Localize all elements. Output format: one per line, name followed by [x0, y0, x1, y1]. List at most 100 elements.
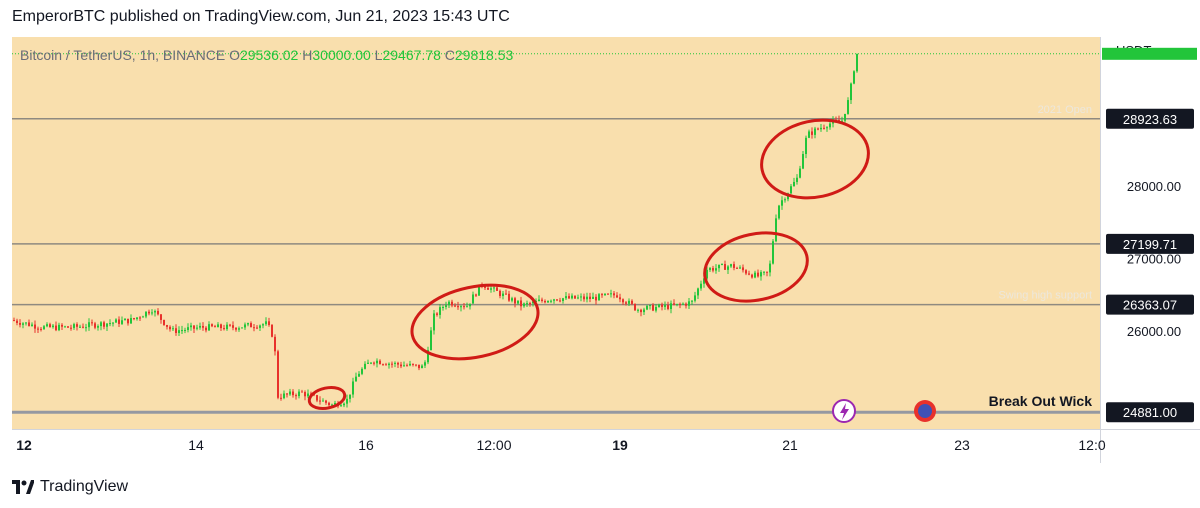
candle-body — [340, 405, 342, 407]
candle-body — [409, 363, 411, 366]
chart-frame: 2021 Open Swing high support Break Out Wic… — [12, 37, 1200, 463]
candle-body — [286, 393, 288, 395]
candle-body — [715, 268, 717, 271]
candle-body — [748, 273, 750, 275]
candle-body — [586, 296, 588, 300]
candle-body — [751, 274, 753, 278]
candle-body — [58, 324, 60, 331]
candle-body — [244, 324, 246, 328]
candle-body — [784, 199, 786, 201]
candle-body — [514, 298, 516, 304]
candle-body — [403, 365, 405, 367]
candle-body — [631, 300, 633, 304]
candle-body — [607, 293, 609, 295]
candle-body — [148, 311, 150, 314]
footer: TradingView — [12, 476, 128, 498]
tradingview-logo-icon[interactable] — [12, 480, 34, 494]
candle-body — [70, 327, 72, 329]
candle-body — [319, 400, 321, 402]
candle-body — [475, 294, 477, 296]
candle-body — [802, 154, 804, 169]
candle-body — [370, 362, 372, 364]
candle-body — [505, 293, 507, 295]
candle-body — [718, 264, 720, 269]
candle-body — [358, 373, 360, 377]
candle-body — [547, 300, 549, 303]
candle-body — [73, 324, 75, 328]
candle-body — [694, 295, 696, 301]
candle-body — [628, 300, 630, 304]
candle-body — [574, 295, 576, 299]
candle-body — [613, 293, 615, 296]
candle-body — [142, 316, 144, 318]
candle-body — [199, 325, 201, 328]
candle-body — [265, 321, 267, 325]
candle-body — [847, 100, 849, 114]
candle-body — [28, 322, 30, 326]
candle-body — [193, 325, 195, 329]
candle-body — [328, 402, 330, 406]
candle-body — [424, 362, 426, 366]
candle-body — [352, 381, 354, 395]
candle-body — [256, 327, 258, 329]
candle-body — [622, 299, 624, 303]
candle-body — [652, 304, 654, 311]
candle-body — [16, 320, 18, 323]
candle-body — [589, 296, 591, 300]
candle-body — [112, 322, 114, 324]
candle-body — [469, 303, 471, 307]
candle-body — [826, 127, 828, 129]
candle-body — [610, 293, 612, 295]
candle-body — [415, 364, 417, 366]
candle-body — [283, 393, 285, 399]
candle-body — [478, 284, 480, 296]
footer-brand[interactable]: TradingView — [40, 478, 129, 495]
candle-body — [490, 288, 492, 290]
candle-body — [211, 324, 213, 327]
candle-body — [550, 300, 552, 302]
candle-body — [778, 205, 780, 219]
candle-body — [118, 319, 120, 324]
candle-body — [619, 297, 621, 300]
candle-body — [160, 314, 162, 320]
candle-body — [166, 325, 168, 327]
candle-body — [634, 303, 636, 311]
lightning-icon — [840, 403, 849, 420]
candle-body — [298, 391, 300, 397]
annotation-circle — [760, 118, 870, 200]
candle-body — [727, 266, 729, 270]
candle-body — [220, 324, 222, 329]
candle-body — [511, 298, 513, 301]
candle-body — [679, 303, 681, 305]
candle-body — [433, 313, 435, 331]
candle-body — [115, 319, 117, 323]
level-price-label-bg — [1106, 402, 1194, 423]
candle-body — [37, 328, 39, 330]
chart[interactable]: 2021 Open Swing high support Break Out Wic… — [12, 37, 1200, 463]
candle-body — [508, 293, 510, 301]
level-price-label: 24881.00 — [1123, 405, 1177, 420]
time-tick-label: 14 — [188, 437, 204, 453]
candle-body — [661, 304, 663, 307]
candles — [13, 53, 858, 409]
candle-body — [226, 324, 228, 330]
candle-body — [466, 306, 468, 308]
candle-body — [742, 267, 744, 271]
level-price-label: 26363.07 — [1123, 298, 1177, 313]
candle-body — [124, 318, 126, 321]
candle-body — [13, 320, 15, 322]
candle-body — [34, 324, 36, 329]
candle-body — [604, 293, 606, 296]
candle-body — [394, 362, 396, 364]
candle-body — [601, 294, 603, 296]
candle-body — [277, 351, 279, 398]
candle-body — [307, 393, 309, 397]
candle-body — [379, 360, 381, 365]
candle-body — [658, 304, 660, 307]
candle-body — [664, 304, 666, 307]
candle-body — [427, 350, 429, 363]
candle-body — [55, 325, 57, 331]
candle-body — [19, 322, 21, 325]
candle-body — [88, 322, 90, 328]
candle-body — [25, 322, 27, 324]
